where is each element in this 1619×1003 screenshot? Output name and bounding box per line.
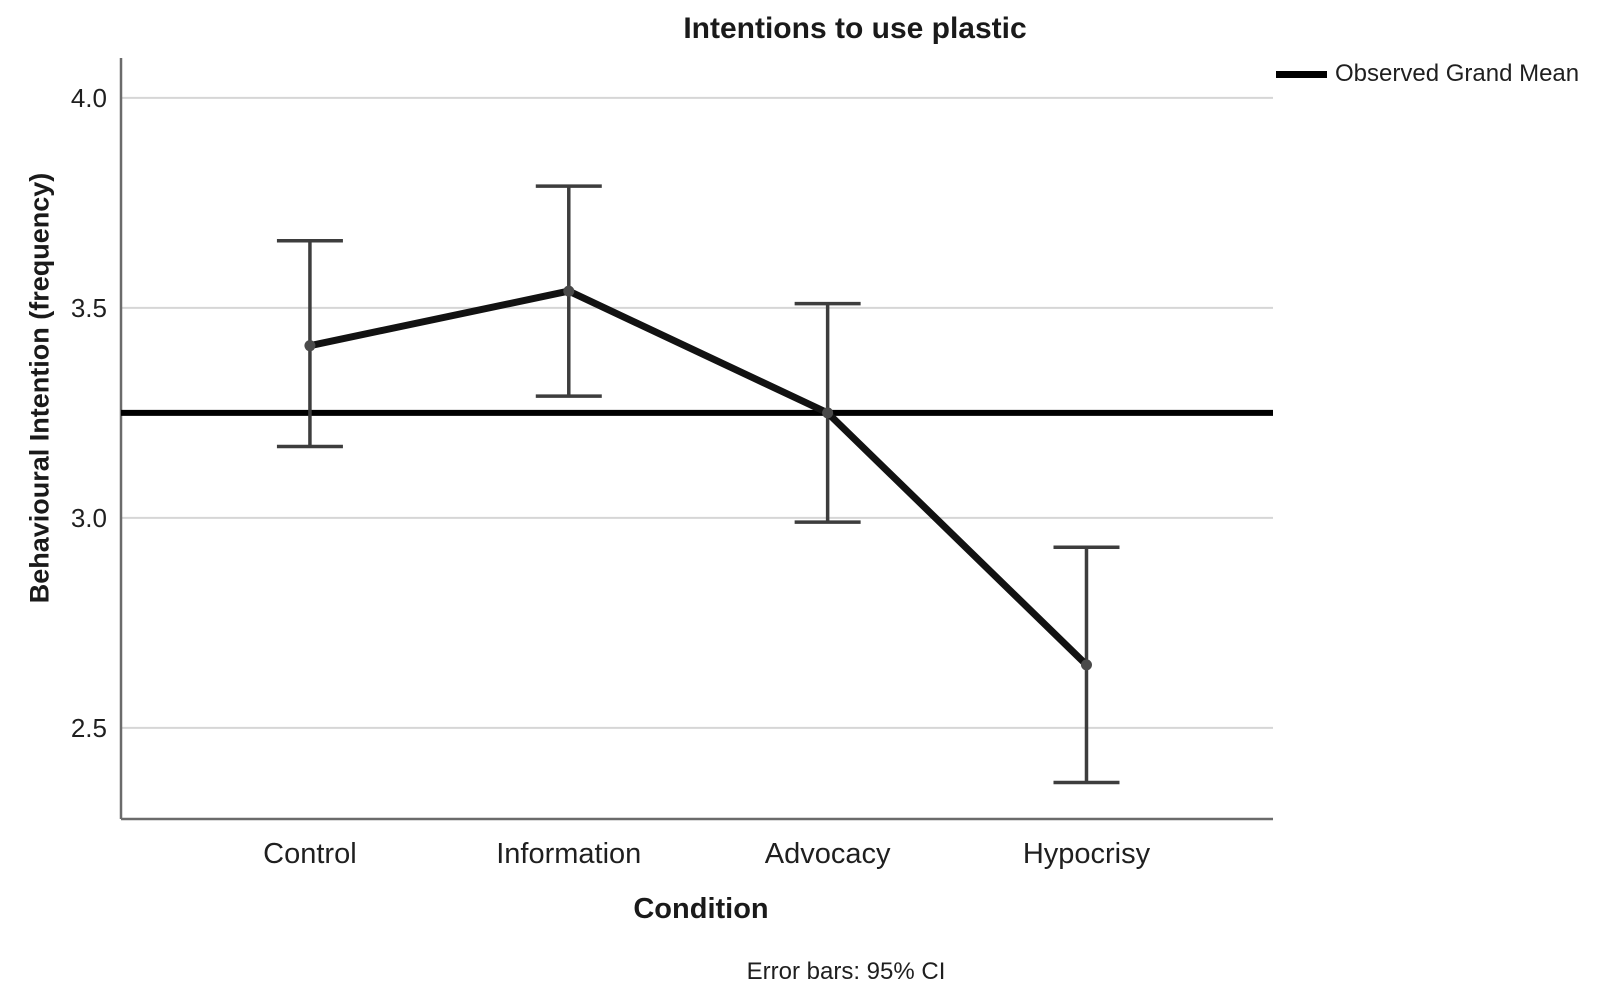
legend-label: Observed Grand Mean — [1335, 60, 1580, 87]
y-axis-title: Behavioural Intention (frequency) — [24, 172, 55, 604]
y-tick-label: 4.0 — [71, 83, 107, 113]
x-tick-label: Information — [496, 838, 641, 870]
series-line — [309, 287, 1089, 668]
y-tick-label: 3.5 — [71, 293, 107, 323]
error-bars-footnote: Error bars: 95% CI — [746, 958, 946, 985]
chart-title: Intentions to use plastic — [683, 12, 1027, 45]
x-tick-label: Control — [263, 838, 357, 870]
grand-mean-line-swatch-icon — [1276, 70, 1327, 78]
x-tick-label: Hypocrisy — [1023, 838, 1151, 870]
x-axis-title: Condition — [633, 893, 769, 925]
x-tick-label: Advocacy — [765, 838, 891, 870]
data-point-marker — [563, 285, 575, 297]
data-point-marker — [304, 340, 316, 352]
data-point-marker — [1080, 659, 1092, 671]
y-tick-label: 2.5 — [71, 713, 107, 743]
y-tick-label: 3.0 — [71, 503, 107, 533]
data-point-marker — [822, 407, 834, 419]
legend: Observed Grand Mean — [1276, 60, 1579, 88]
